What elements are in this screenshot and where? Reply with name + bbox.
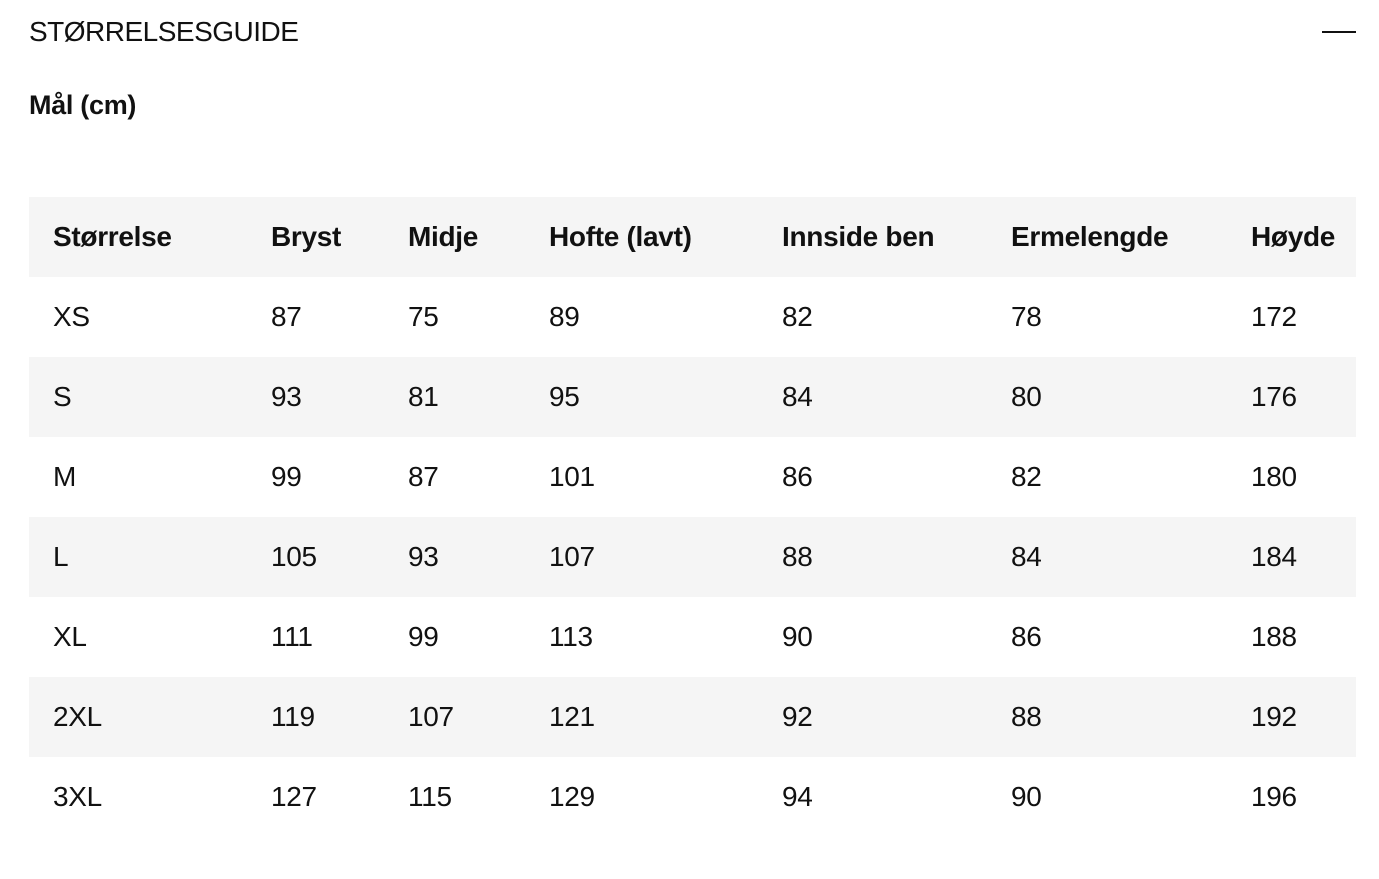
table-cell: XS bbox=[53, 301, 90, 332]
table-row: XS 87 75 89 82 78 172 bbox=[29, 277, 1356, 357]
table-cell: 94 bbox=[782, 781, 813, 812]
table-cell: 93 bbox=[408, 541, 439, 572]
column-header: Innside ben bbox=[782, 221, 935, 252]
table-cell: 115 bbox=[408, 781, 452, 812]
table-cell: 192 bbox=[1251, 701, 1297, 732]
table-cell: 90 bbox=[782, 621, 813, 652]
table-cell: 172 bbox=[1251, 301, 1297, 332]
table-cell: 87 bbox=[408, 461, 439, 492]
column-header: Midje bbox=[408, 221, 479, 252]
table-header-row: Størrelse Bryst Midje Hofte (lavt) Innside b… bbox=[29, 197, 1356, 277]
table-cell: 101 bbox=[549, 461, 595, 492]
table-cell: 80 bbox=[1011, 381, 1042, 412]
table-cell: 82 bbox=[1011, 461, 1042, 492]
table-cell: 92 bbox=[782, 701, 813, 732]
minus-icon[interactable] bbox=[1322, 31, 1356, 33]
table-cell: 99 bbox=[408, 621, 439, 652]
table-cell: L bbox=[53, 541, 69, 572]
column-header: Ermelengde bbox=[1011, 221, 1169, 252]
table-cell: 119 bbox=[271, 701, 315, 732]
table-cell: 84 bbox=[782, 381, 813, 412]
table-row: 2XL 119 107 121 92 88 192 bbox=[29, 677, 1356, 757]
table-row: 3XL 127 115 129 94 90 196 bbox=[29, 757, 1356, 837]
table-row: L 105 93 107 88 84 184 bbox=[29, 517, 1356, 597]
table-cell: 113 bbox=[549, 621, 593, 652]
table-cell: 81 bbox=[408, 381, 439, 412]
table-cell: 87 bbox=[271, 301, 302, 332]
table-cell: S bbox=[53, 381, 72, 412]
column-header: Størrelse bbox=[53, 221, 172, 252]
table-cell: 95 bbox=[549, 381, 580, 412]
table-cell: 176 bbox=[1251, 381, 1297, 412]
column-header: Høyde bbox=[1251, 221, 1336, 252]
table-cell: 88 bbox=[1011, 701, 1042, 732]
table-cell: 196 bbox=[1251, 781, 1297, 812]
table-cell: 90 bbox=[1011, 781, 1042, 812]
table-cell: 86 bbox=[782, 461, 813, 492]
table-cell: M bbox=[53, 461, 77, 492]
table-cell: 84 bbox=[1011, 541, 1042, 572]
table-cell: 127 bbox=[271, 781, 317, 812]
table-cell: 188 bbox=[1251, 621, 1297, 652]
table-cell: 111 bbox=[271, 621, 313, 652]
table-cell: 105 bbox=[271, 541, 317, 572]
table-cell: 107 bbox=[408, 701, 454, 732]
table-cell: 99 bbox=[271, 461, 302, 492]
table-cell: 180 bbox=[1251, 461, 1297, 492]
size-guide-title: STØRRELSESGUIDE bbox=[29, 16, 299, 47]
table-cell: 121 bbox=[549, 701, 595, 732]
table-cell: 75 bbox=[408, 301, 439, 332]
table-cell: 2XL bbox=[53, 701, 102, 732]
table-row: XL 111 99 113 90 86 188 bbox=[29, 597, 1356, 677]
table-row: S 93 81 95 84 80 176 bbox=[29, 357, 1356, 437]
column-header: Bryst bbox=[271, 221, 342, 252]
table-cell: 89 bbox=[549, 301, 580, 332]
table-cell: 82 bbox=[782, 301, 813, 332]
table-cell: XL bbox=[53, 621, 87, 652]
table-cell: 107 bbox=[549, 541, 595, 572]
table-row: M 99 87 101 86 82 180 bbox=[29, 437, 1356, 517]
table-cell: 88 bbox=[782, 541, 813, 572]
size-table: Størrelse Bryst Midje Hofte (lavt) Innside b… bbox=[29, 197, 1356, 837]
table-cell: 184 bbox=[1251, 541, 1297, 572]
measurements-heading: Mål (cm) bbox=[29, 90, 137, 120]
table-cell: 3XL bbox=[53, 781, 102, 812]
column-header: Hofte (lavt) bbox=[549, 221, 692, 252]
table-cell: 78 bbox=[1011, 301, 1042, 332]
table-cell: 129 bbox=[549, 781, 595, 812]
table-cell: 86 bbox=[1011, 621, 1042, 652]
table-cell: 93 bbox=[271, 381, 302, 412]
